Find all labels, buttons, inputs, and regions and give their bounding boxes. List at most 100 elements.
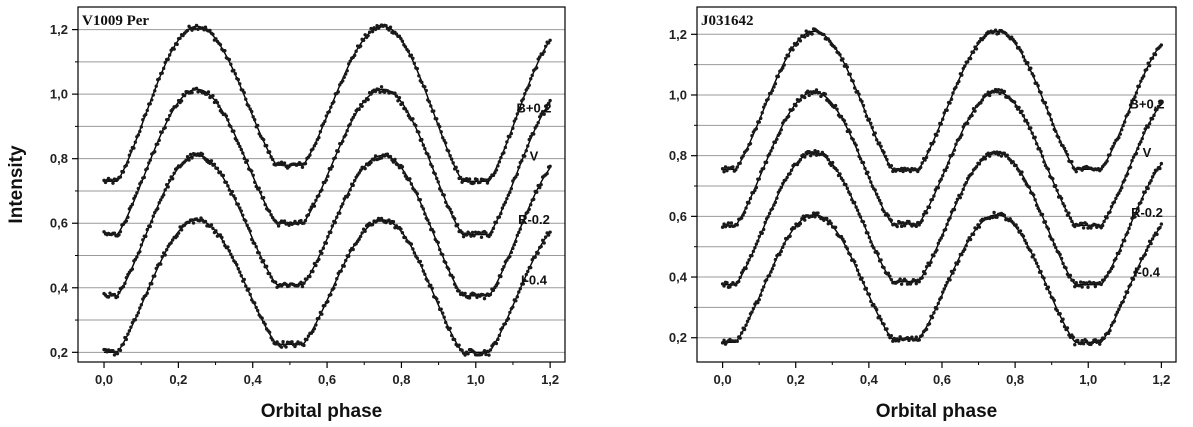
data-point bbox=[124, 163, 129, 168]
data-point bbox=[939, 295, 943, 300]
data-point bbox=[160, 130, 164, 134]
data-point bbox=[1020, 109, 1024, 113]
data-point bbox=[467, 296, 472, 300]
data-point bbox=[848, 192, 852, 197]
data-point bbox=[190, 90, 194, 95]
data-point bbox=[1034, 261, 1039, 265]
data-point bbox=[238, 206, 242, 210]
data-point bbox=[148, 102, 152, 106]
x-tick-label: 0,4 bbox=[860, 372, 879, 387]
data-point bbox=[426, 152, 430, 156]
data-point bbox=[314, 141, 318, 146]
data-point bbox=[443, 320, 448, 325]
data-point bbox=[1146, 186, 1150, 191]
data-point bbox=[323, 119, 327, 124]
data-point bbox=[920, 276, 924, 280]
data-point bbox=[886, 271, 891, 275]
data-point bbox=[1030, 131, 1034, 135]
data-point bbox=[482, 296, 487, 301]
data-point bbox=[214, 229, 218, 233]
data-point bbox=[854, 143, 858, 147]
data-point bbox=[761, 166, 766, 171]
data-point bbox=[987, 93, 992, 98]
data-point bbox=[913, 338, 917, 342]
data-point bbox=[798, 158, 803, 162]
y-tick-label: 0,8 bbox=[50, 151, 68, 166]
data-point bbox=[546, 233, 551, 237]
data-point bbox=[963, 247, 967, 252]
data-point bbox=[879, 317, 883, 322]
data-point bbox=[1074, 169, 1078, 174]
data-point bbox=[874, 307, 879, 312]
data-point bbox=[882, 266, 886, 270]
panel-j031642: 0,2 0,4 0,6 0,8 1,0 1,2 0,0 0,2 0,4 0,6 0,8 1,0 1,2 O… bbox=[669, 6, 1177, 422]
series-B+0.2: B+0.2 bbox=[720, 27, 1165, 174]
data-point bbox=[409, 53, 414, 57]
data-point bbox=[869, 240, 873, 244]
data-point bbox=[517, 230, 521, 235]
data-point bbox=[1128, 283, 1133, 287]
data-point bbox=[932, 311, 936, 315]
data-point bbox=[542, 241, 546, 245]
data-point bbox=[375, 24, 379, 28]
data-point bbox=[167, 178, 172, 183]
data-point bbox=[756, 239, 760, 243]
data-point bbox=[227, 249, 232, 253]
data-point bbox=[946, 161, 951, 165]
data-point bbox=[779, 185, 783, 190]
data-point bbox=[965, 176, 970, 181]
data-point bbox=[229, 62, 233, 67]
data-point bbox=[443, 141, 448, 145]
data-point bbox=[1134, 151, 1139, 156]
data-point bbox=[514, 239, 518, 244]
data-point bbox=[929, 260, 933, 265]
data-point bbox=[446, 267, 451, 271]
data-point bbox=[242, 277, 246, 282]
data-point bbox=[753, 246, 757, 250]
data-point bbox=[363, 229, 367, 233]
data-point bbox=[757, 177, 761, 181]
data-point bbox=[1024, 241, 1029, 245]
data-point bbox=[126, 215, 130, 219]
data-point bbox=[924, 155, 929, 160]
data-point bbox=[1078, 280, 1083, 284]
series-label: R-0.2 bbox=[518, 212, 550, 227]
data-point bbox=[808, 153, 813, 158]
data-point bbox=[754, 127, 759, 131]
data-point bbox=[779, 249, 783, 254]
data-point bbox=[867, 176, 872, 180]
data-point bbox=[526, 269, 530, 274]
data-point bbox=[257, 132, 261, 136]
data-point bbox=[326, 174, 330, 178]
data-point bbox=[242, 90, 246, 95]
data-point bbox=[939, 236, 943, 240]
data-point bbox=[296, 222, 300, 226]
data-point bbox=[351, 183, 355, 188]
data-point bbox=[226, 184, 230, 188]
data-point bbox=[221, 173, 226, 178]
data-point bbox=[239, 274, 243, 278]
data-point bbox=[344, 72, 348, 76]
data-point bbox=[1061, 261, 1065, 266]
data-point bbox=[326, 235, 330, 239]
data-point bbox=[461, 234, 466, 239]
data-point bbox=[889, 163, 894, 168]
data-point bbox=[1117, 191, 1121, 195]
data-point bbox=[1048, 234, 1052, 238]
data-point bbox=[150, 219, 154, 224]
data-point bbox=[223, 48, 227, 53]
data-point bbox=[497, 333, 502, 338]
data-point bbox=[455, 169, 460, 174]
data-point bbox=[734, 168, 738, 172]
data-point bbox=[1073, 343, 1077, 347]
data-point bbox=[1037, 146, 1042, 151]
data-point bbox=[848, 72, 852, 76]
data-point bbox=[436, 122, 440, 126]
data-point bbox=[1146, 244, 1150, 249]
data-point bbox=[734, 283, 738, 287]
data-point bbox=[258, 190, 263, 195]
data-point bbox=[409, 242, 414, 246]
data-point bbox=[939, 122, 943, 126]
data-point bbox=[336, 149, 340, 154]
